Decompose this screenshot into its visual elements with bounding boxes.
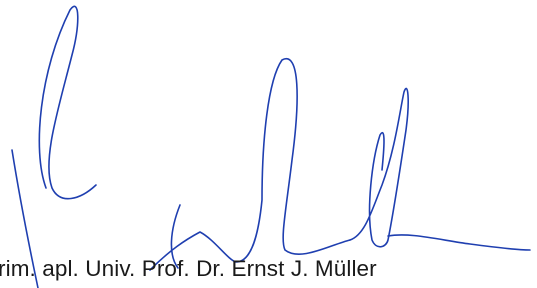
signature-stroke — [39, 6, 96, 198]
page: rim. apl. Univ. Prof. Dr. Ernst J. Mülle… — [0, 0, 537, 288]
signature-stroke — [350, 88, 408, 246]
signature-caption: rim. apl. Univ. Prof. Dr. Ernst J. Mülle… — [0, 256, 377, 282]
signature-stroke — [150, 59, 350, 270]
signature — [0, 0, 537, 288]
signature-stroke — [388, 235, 530, 250]
